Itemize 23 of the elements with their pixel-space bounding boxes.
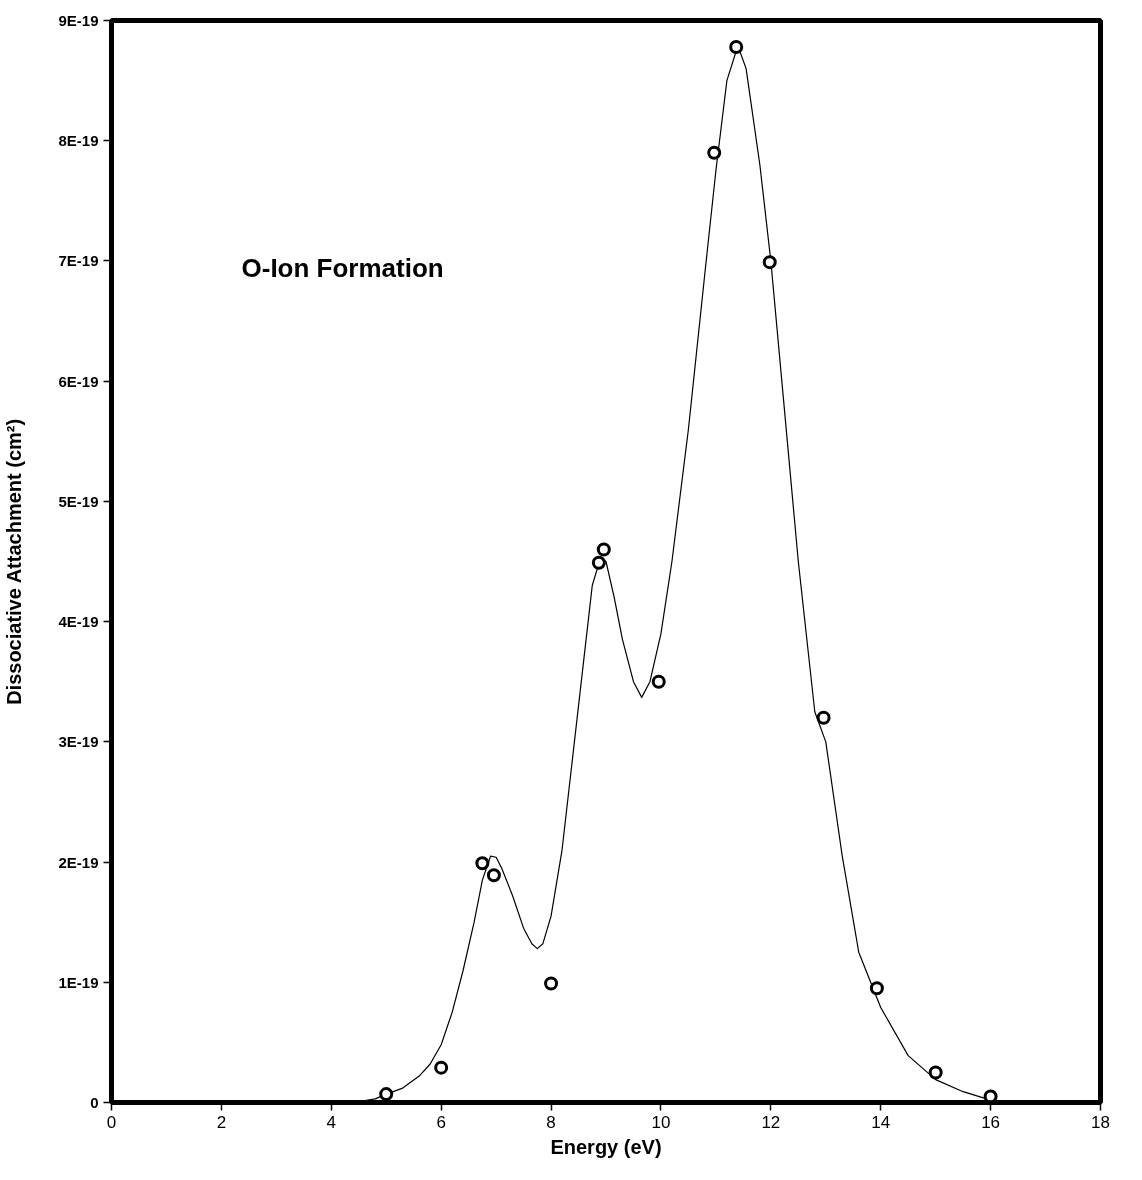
- y-tick-label: 1E-19: [58, 973, 99, 991]
- x-tick-label: 8: [546, 1112, 556, 1132]
- y-tick-label: 9E-19: [58, 12, 99, 29]
- y-tick-label: 2E-19: [58, 853, 99, 871]
- y-tick-label: 8E-19: [58, 132, 99, 150]
- x-axis-title: Energy (eV): [550, 1135, 662, 1158]
- x-tick-label: 2: [216, 1112, 227, 1132]
- y-tick-label: 0: [90, 1094, 99, 1111]
- x-tick-label: 14: [871, 1112, 891, 1132]
- x-tick-label: 18: [1091, 1112, 1110, 1132]
- annotation: O-Ion Formation: [241, 252, 444, 283]
- x-tick-label: 16: [981, 1112, 1001, 1132]
- x-tick-label: 6: [436, 1112, 446, 1132]
- x-tick-label: 0: [106, 1112, 117, 1132]
- x-tick-label: 10: [651, 1112, 671, 1132]
- y-tick-label: 6E-19: [58, 372, 99, 390]
- y-tick-label: 5E-19: [58, 492, 99, 510]
- y-tick-label: 4E-19: [58, 613, 99, 631]
- y-axis-title: Dissociative Attachment (cm²): [3, 418, 26, 705]
- x-tick-label: 12: [761, 1112, 781, 1132]
- y-tick-label: 3E-19: [58, 733, 99, 751]
- y-tick-label: 7E-19: [58, 252, 99, 270]
- x-tick-label: 4: [326, 1112, 337, 1132]
